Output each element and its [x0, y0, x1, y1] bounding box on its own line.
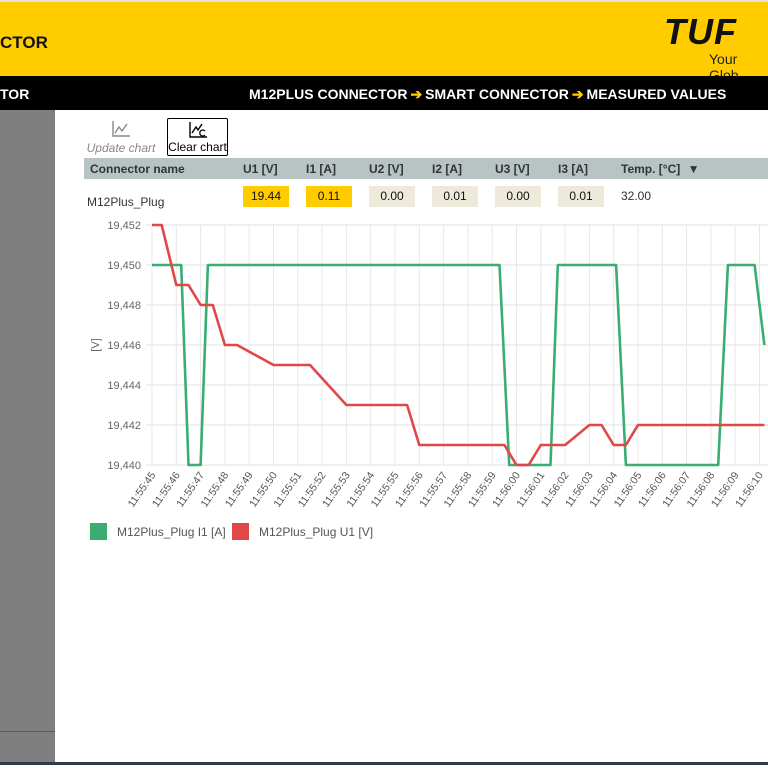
value-i3: 0.01 [558, 186, 604, 207]
y-axis-label: [V] [90, 338, 102, 351]
series-line-i1 [152, 263, 766, 467]
update-chart-label: Update chart [86, 141, 156, 155]
value-temp: 32.00 [621, 189, 652, 203]
y-tick-label: 19,444 [107, 380, 141, 392]
app-title: CTOR [0, 33, 48, 52]
breadcrumb-arrow-icon: ➔ [571, 86, 584, 102]
y-tick-label: 19,448 [107, 300, 141, 312]
clear-chart-label: Clear chart [168, 140, 227, 154]
value-u1: 19.44 [243, 186, 289, 207]
value-u3: 0.00 [495, 186, 541, 207]
value-u2: 0.00 [369, 186, 415, 207]
sidebar-divider [0, 731, 55, 732]
chart-icon [111, 120, 131, 141]
bottom-border [0, 762, 768, 765]
brand-logo: TUF [664, 11, 737, 52]
nav-current-section[interactable]: TOR [0, 86, 30, 102]
clear-chart-button[interactable]: Clear chart [167, 118, 228, 156]
col-temp[interactable]: Temp. [°C] ▼ [621, 162, 699, 176]
y-tick-label: 19,450 [107, 260, 141, 272]
col-u2[interactable]: U2 [V] [369, 162, 404, 176]
col-i3[interactable]: I3 [A] [558, 162, 588, 176]
legend-swatch-u1 [232, 523, 249, 540]
value-i1: 0.11 [306, 186, 352, 207]
clear-chart-icon [188, 121, 208, 142]
header-bar: CTOR TUF Your Glob [0, 0, 768, 83]
nav-bar: TOR M12PLUS CONNECTOR ➔ SMART CONNECTOR ➔ ME… [0, 76, 768, 110]
legend-swatch-i1 [90, 523, 107, 540]
y-tick-label: 19,452 [107, 220, 141, 232]
breadcrumb-item-smart-connector[interactable]: SMART CONNECTOR [425, 86, 569, 102]
y-tick-label: 19,442 [107, 420, 141, 432]
update-chart-button[interactable]: Update chart [84, 118, 158, 156]
connector-name: M12Plus_Plug [87, 195, 165, 209]
y-tick-label: 19,446 [107, 340, 141, 352]
table-header: Connector name U1 [V] I1 [A] U2 [V] I2 [… [84, 158, 768, 179]
value-i2: 0.01 [432, 186, 478, 207]
col-connector-name[interactable]: Connector name [90, 162, 185, 176]
breadcrumb-item-measured-values: MEASURED VALUES [586, 86, 727, 102]
breadcrumb-item-m12plus[interactable]: M12PLUS CONNECTOR [249, 86, 408, 102]
col-i1[interactable]: I1 [A] [306, 162, 336, 176]
legend-label-i1: M12Plus_Plug I1 [A] [117, 525, 226, 539]
sidebar [0, 110, 55, 765]
measured-values-chart: 19,452 19,450 19,448 19,446 19,444 19,442 19,4… [90, 220, 768, 510]
col-u1[interactable]: U1 [V] [243, 162, 278, 176]
series-line-u1 [152, 223, 765, 467]
legend-label-u1: M12Plus_Plug U1 [V] [259, 525, 374, 539]
y-tick-label: 19,440 [107, 460, 141, 472]
sort-desc-icon: ▼ [687, 162, 700, 176]
col-i2[interactable]: I2 [A] [432, 162, 462, 176]
col-u3[interactable]: U3 [V] [495, 162, 530, 176]
breadcrumb: M12PLUS CONNECTOR ➔ SMART CONNECTOR ➔ MEASUR… [249, 86, 726, 103]
breadcrumb-arrow-icon: ➔ [410, 86, 423, 102]
col-temp-label: Temp. [°C] [621, 162, 681, 176]
